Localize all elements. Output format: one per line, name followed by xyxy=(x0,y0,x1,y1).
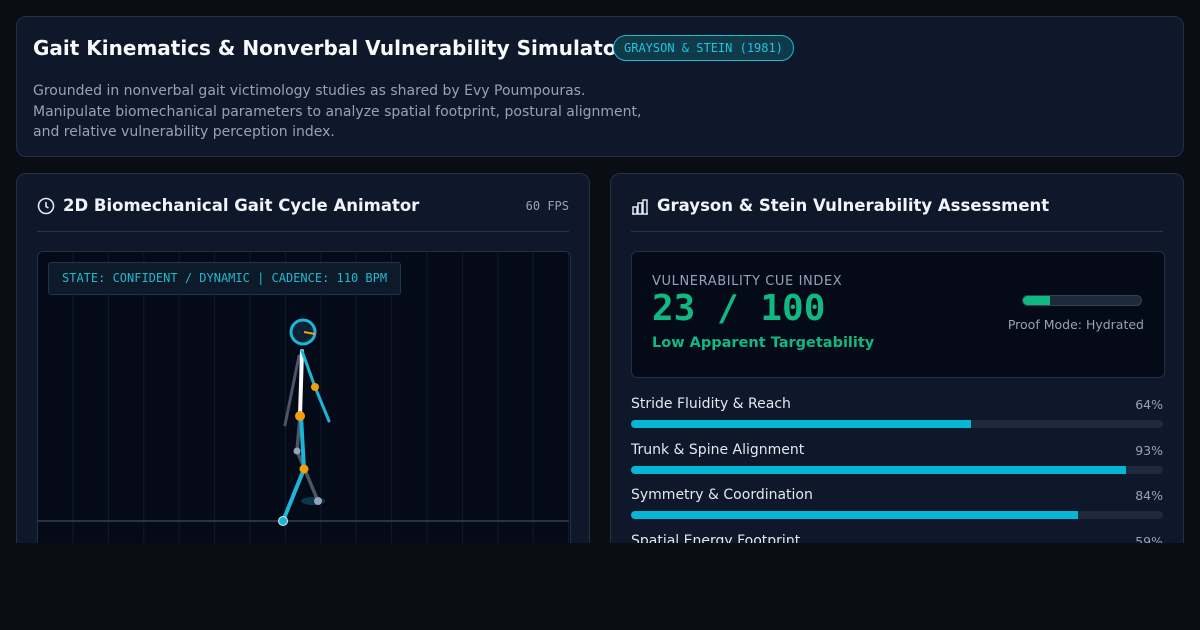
metric-row: Stride Fluidity & Reach 64% xyxy=(631,396,1163,442)
metric-label: Spatial Energy Footprint xyxy=(631,532,801,544)
metric-label: Trunk & Spine Alignment xyxy=(631,441,805,458)
panel-title: Grayson & Stein Vulnerability Assessment xyxy=(657,196,1050,215)
state-label: STATE: CONFIDENT / DYNAMIC | CADENCE: 11… xyxy=(48,262,402,295)
panel-title: 2D Biomechanical Gait Cycle Animator xyxy=(63,196,420,215)
animator-panel: 2D Biomechanical Gait Cycle Animator 60 … xyxy=(16,173,590,543)
metric-bar xyxy=(631,465,1126,474)
index-label: VULNERABILITY CUE INDEX xyxy=(652,274,843,289)
canvas: STATE: CONFIDENT / DYNAMIC | CADENCE: 11… xyxy=(37,251,571,543)
verdict: Low Apparent Targetability xyxy=(652,335,875,351)
clock-icon xyxy=(37,197,55,215)
chart-icon xyxy=(632,199,648,215)
index-value: 23 / 100 xyxy=(652,288,826,329)
metric-row: Spatial Energy Footprint 59% xyxy=(631,533,1163,544)
index-track xyxy=(1022,295,1142,306)
metric-label: Stride Fluidity & Reach xyxy=(631,396,791,412)
fps: 60 FPS xyxy=(525,199,569,213)
description-line: Manipulate biomechanical parameters to a… xyxy=(33,103,642,120)
figure xyxy=(38,252,569,543)
metric-track xyxy=(631,420,1163,428)
badge: GRAYSON & STEIN (1981) xyxy=(613,35,794,61)
metrics: Stride Fluidity & Reach 64% Trunk & Spine … xyxy=(631,396,1163,543)
description-line: Grounded in nonverbal gait victimology s… xyxy=(33,83,586,99)
proof-mode: Proof Mode: Hydrated xyxy=(1007,317,1144,332)
metric-bar xyxy=(631,511,1078,519)
title: Gait Kinematics & Nonverbal Vulnerabilit… xyxy=(33,36,627,60)
metric-value: 93% xyxy=(1135,442,1163,458)
metric-label: Symmetry & Coordination xyxy=(631,487,813,503)
metric-value: 84% xyxy=(1135,488,1163,503)
metric-track xyxy=(631,465,1163,474)
metric-row: Trunk & Spine Alignment 93% xyxy=(631,442,1163,488)
index-fill xyxy=(1023,296,1051,305)
divider xyxy=(631,231,1163,232)
description-line: and relative vulnerability perception in… xyxy=(33,124,335,140)
metric-value: 64% xyxy=(1135,397,1163,412)
index-card: VULNERABILITY CUE INDEX 23 / 100 Low App… xyxy=(631,251,1165,378)
assessment-panel: Grayson & Stein Vulnerability Assessment… xyxy=(610,173,1184,543)
app: Gait Kinematics & Nonverbal Vulnerabilit… xyxy=(16,16,1184,543)
description: Grounded in nonverbal gait victimology s… xyxy=(33,81,641,143)
metric-bar xyxy=(631,420,972,428)
metric-value: 59% xyxy=(1135,533,1163,544)
metric-row: Symmetry & Coordination 84% xyxy=(631,487,1163,533)
divider xyxy=(37,231,569,232)
header-card: Gait Kinematics & Nonverbal Vulnerabilit… xyxy=(16,16,1184,157)
metric-track xyxy=(631,511,1163,519)
